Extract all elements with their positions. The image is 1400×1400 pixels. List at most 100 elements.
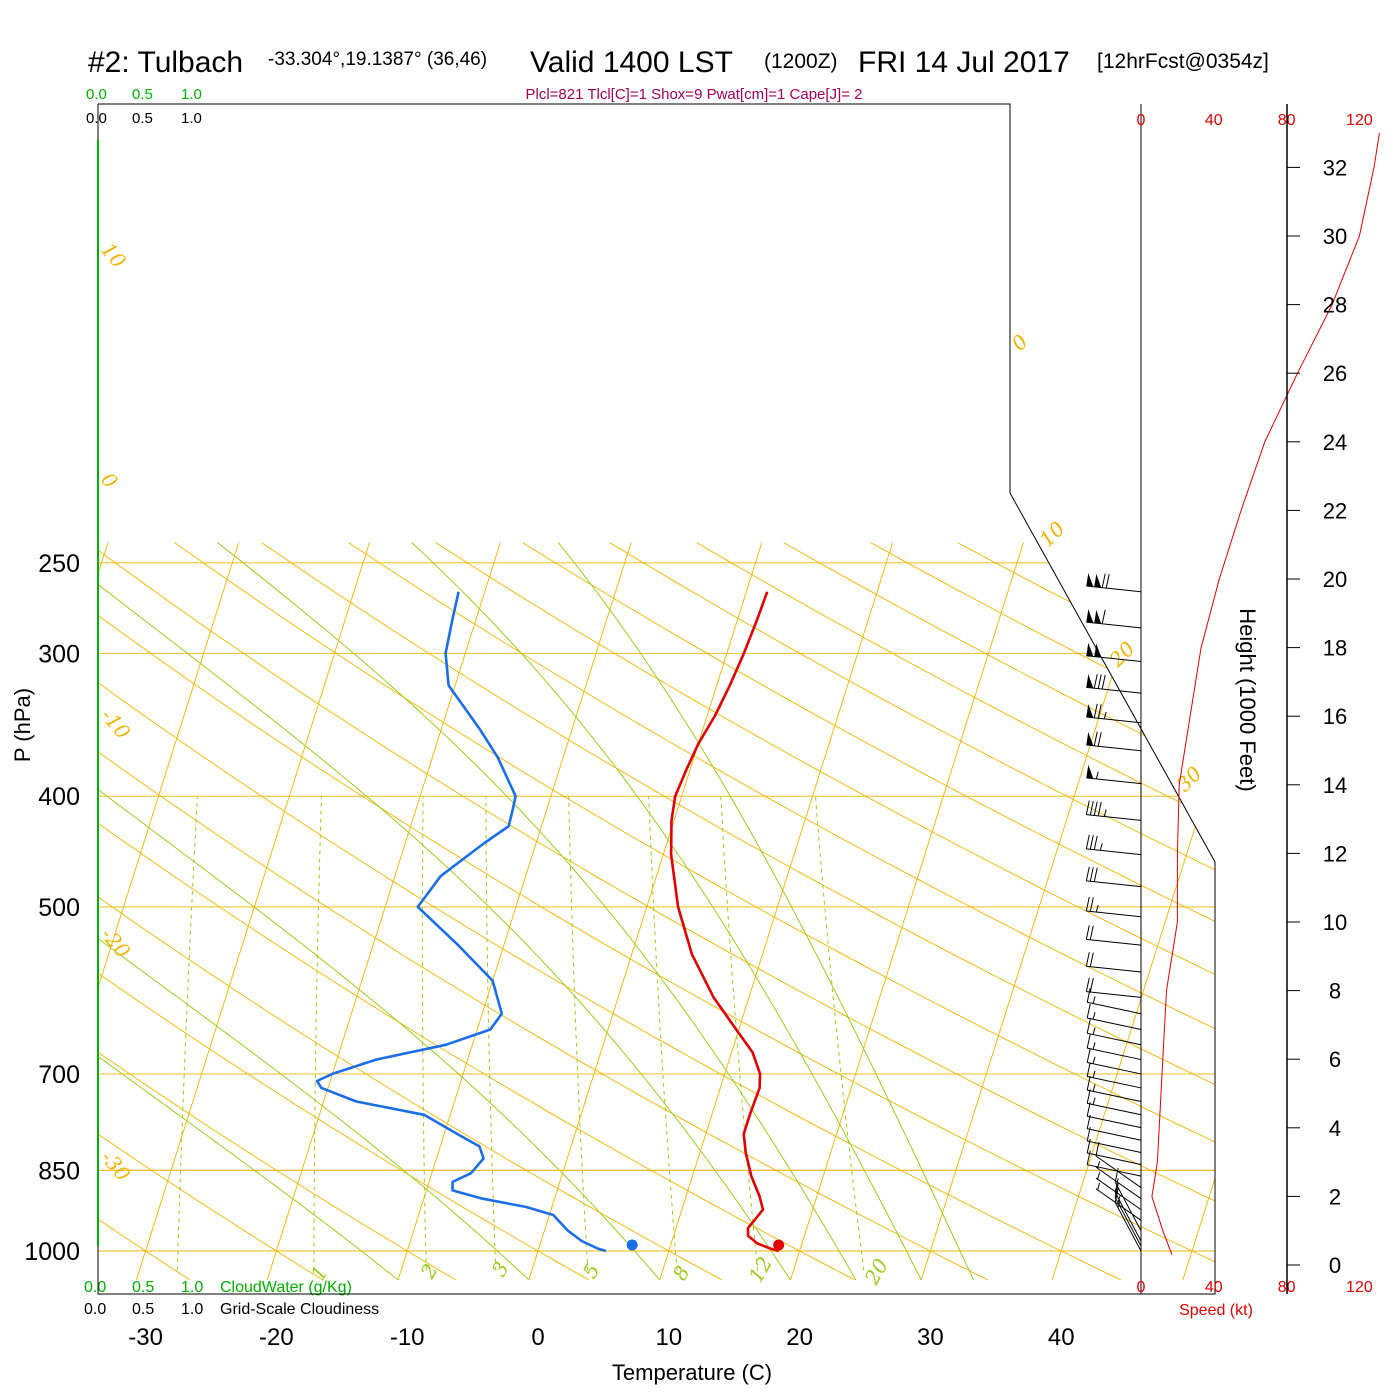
wind-barb-staff (1087, 1102, 1142, 1116)
wind-barb-flag (1093, 731, 1098, 746)
cloudiness-scale-bottom: 0.0 0.5 1.0 Grid-Scale Cloudiness (84, 1301, 379, 1318)
wind-barb-half-flag (1092, 1027, 1096, 1035)
wind-barb-half-flag (1099, 843, 1103, 851)
wind-barb-half-flag (1095, 904, 1099, 913)
cloudwater-tick: 0.0 (84, 1279, 106, 1296)
wind-barb-staff (1086, 910, 1142, 918)
mixing-ratio-line (176, 796, 198, 1271)
height-tick-label: 0 (1329, 1253, 1341, 1278)
cloudwater-tick: 1.0 (181, 1279, 203, 1296)
cloudiness-tick: 1.0 (181, 1301, 203, 1318)
valid-zulu: (1200Z) (764, 50, 838, 73)
speed-tick-label-bottom: 0 (1137, 1279, 1146, 1296)
wind-barb-flag (1093, 674, 1098, 689)
wind-barb-staff (1087, 1164, 1142, 1177)
wind-barb-flag (1086, 1003, 1091, 1019)
height-tick-label: 8 (1329, 979, 1341, 1004)
wind-barb-staff (1087, 1017, 1142, 1030)
wind-barb-flag (1101, 573, 1106, 588)
wind-barb-flag (1085, 800, 1090, 815)
wind-barb-half-flag (1103, 809, 1107, 817)
wind-barbs (1085, 573, 1142, 1252)
isotherm-lines (98, 542, 1215, 1281)
height-tick-label: 12 (1323, 841, 1347, 866)
wind-barb-flag (1086, 1150, 1091, 1165)
wind-barb-flag (1086, 1089, 1091, 1104)
pressure-axis: 250 300 400 500 700 850 1000 (24, 550, 80, 1266)
pressure-tick-label: 250 (38, 550, 80, 578)
dry-adiabat-label: 30 (1172, 761, 1207, 796)
wind-barb-flag (1114, 1168, 1119, 1183)
height-tick-label: 16 (1323, 704, 1347, 729)
wind-barb-staff (1087, 1152, 1142, 1165)
isotherm-line (98, 542, 240, 1281)
wind-barb-flag (1089, 925, 1094, 940)
wind-barb-staff (1087, 1115, 1142, 1129)
cloudiness-scale-top: 0.0 0.5 1.0 (86, 110, 202, 127)
cloudiness-label: Grid-Scale Cloudiness (220, 1301, 379, 1318)
temperature-axis: -30 -20 -10 0 10 20 30 40 (128, 1324, 1074, 1351)
wind-barb-half-flag (1097, 1172, 1101, 1180)
wind-barb-flag (1101, 609, 1106, 624)
wind-barb-flag (1089, 835, 1094, 850)
temperature-tick-label: 20 (786, 1324, 813, 1351)
wind-barb-staff (1087, 1047, 1142, 1061)
plot-frame (97, 103, 1216, 1295)
cloudwater-scale-bottom: 0.0 0.5 1.0 CloudWater (g/Kg) (84, 1279, 352, 1296)
dry-adiabat-line (174, 542, 1215, 1281)
wind-barb-staff (1086, 655, 1142, 663)
wind-barb-half-flag (1092, 1056, 1096, 1064)
wind-barb-staff (1114, 1181, 1142, 1231)
mixing-ratio-line (313, 796, 322, 1271)
wind-barb-pennant (1086, 642, 1094, 657)
moist-adiabat-line (557, 542, 975, 1281)
cloudiness-tick: 0.5 (132, 110, 153, 127)
dry-adiabat-line (98, 542, 1121, 1281)
moist-adiabat-line (98, 542, 530, 1281)
speed-tick-label-bottom: 120 (1346, 1279, 1373, 1296)
cloudwater-tick: 0.0 (86, 86, 107, 103)
dry-adiabat-line (98, 542, 1215, 1281)
surface-temperature-point (773, 1239, 785, 1251)
wind-barb-staff (1095, 1166, 1142, 1200)
moist-adiabat-label: 8 (668, 1261, 695, 1284)
height-tick-label: 10 (1323, 910, 1347, 935)
moist-adiabat-line (217, 542, 857, 1281)
temperature-tick-label: 10 (655, 1324, 682, 1351)
wind-barb-pennant (1086, 704, 1094, 718)
speed-tick-label-top: 120 (1346, 112, 1373, 129)
speed-tick-label-top: 0 (1137, 112, 1146, 129)
cloudwater-scale-top: 0.0 0.5 1.0 (86, 86, 202, 103)
valid-time: Valid 1400 LST (530, 46, 733, 79)
wind-barb-flag (1085, 952, 1090, 967)
dry-adiabat-line (1131, 542, 1215, 1281)
temperature-tick-label: -10 (390, 1324, 425, 1351)
wind-barb-staff (1086, 686, 1142, 694)
isotherm-label: -10 (96, 704, 135, 744)
dry-adiabat-line (261, 542, 1215, 1281)
dewpoint-profile-line (315, 591, 607, 1253)
dry-adiabat-line (522, 542, 1215, 1281)
wind-barb-flag (1093, 801, 1098, 816)
wind-barb-pennant (1094, 643, 1102, 658)
station-coords: -33.304°,19.1387° (36,46) (268, 49, 487, 70)
dry-adiabat-line (1306, 543, 1400, 1280)
wind-barb-pennant (1094, 573, 1102, 588)
mixing-ratio-line (421, 796, 427, 1271)
moist-adiabat-line (98, 542, 399, 1281)
wind-barb-staff (1087, 1089, 1142, 1103)
wind-barb-staff (1095, 1177, 1142, 1211)
wind-barb-flag (1097, 801, 1102, 816)
wind-barb-staff (1086, 965, 1142, 973)
wind-barb-half-flag (1095, 771, 1099, 780)
x-axis-title: Temperature (C) (612, 1360, 772, 1385)
wind-barb-staff (1087, 1076, 1142, 1089)
wind-barb-staff (1095, 1188, 1142, 1221)
wind-barb-flag (1086, 1048, 1091, 1063)
wind-barb-flag (1085, 896, 1090, 912)
cloudiness-tick: 0.0 (86, 110, 107, 127)
wind-barb-flag (1089, 800, 1094, 816)
wind-barb-pennant (1094, 610, 1102, 624)
dry-adiabat-line (435, 542, 1215, 1281)
